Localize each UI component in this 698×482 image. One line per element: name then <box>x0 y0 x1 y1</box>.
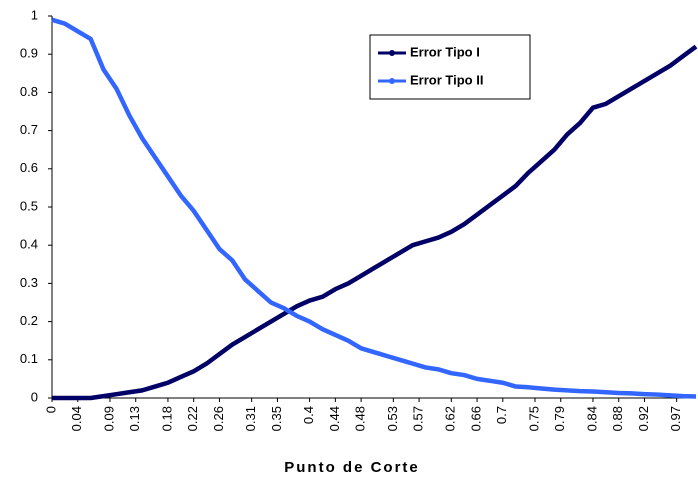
x-tick-label: 0.26 <box>211 406 226 431</box>
legend-label: Error Tipo I <box>410 44 480 59</box>
legend-label: Error Tipo II <box>410 72 483 87</box>
series-line <box>52 44 698 401</box>
x-tick-label: 0.04 <box>69 406 84 431</box>
y-tick-label: 0.3 <box>20 275 38 290</box>
x-tick-label: 0.66 <box>468 406 483 431</box>
x-tick-label: 0.4 <box>301 406 316 424</box>
y-tick-label: 0.4 <box>20 237 38 252</box>
y-tick-label: 0.6 <box>20 160 38 175</box>
x-tick-label: 0.97 <box>668 406 683 431</box>
x-tick-label: 0.53 <box>385 406 400 431</box>
x-tick-label: 0.44 <box>327 406 342 431</box>
x-tick-label: 0.79 <box>552 406 567 431</box>
y-tick-label: 0.5 <box>20 198 38 213</box>
x-tick-label: 0.84 <box>584 406 599 431</box>
legend-marker <box>389 78 395 84</box>
x-tick-label: 0.75 <box>526 406 541 431</box>
y-tick-label: 0.7 <box>20 122 38 137</box>
legend: Error Tipo I Error Tipo II <box>369 34 531 100</box>
x-tick-label: 0.22 <box>185 406 200 431</box>
y-tick-label: 0 <box>31 389 38 404</box>
legend-box <box>369 34 531 100</box>
x-tick-label: 0.31 <box>243 406 258 431</box>
y-tick-label: 1 <box>31 7 38 22</box>
x-tick-label: 0.09 <box>101 406 116 431</box>
x-tick-label: 0.57 <box>411 406 426 431</box>
x-tick-label: 0.7 <box>494 406 509 424</box>
x-tick-label: 0.62 <box>443 406 458 431</box>
y-tick-label: 0.9 <box>20 46 38 61</box>
x-tick-label: 0.13 <box>127 406 142 431</box>
x-tick-label: 0.48 <box>353 406 368 431</box>
legend-marker <box>389 50 395 56</box>
y-tick-label: 0.1 <box>20 351 38 366</box>
x-tick-label: 0.18 <box>159 406 174 431</box>
y-tick-label: 0.2 <box>20 313 38 328</box>
x-tick-label: 0.92 <box>636 406 651 431</box>
series-line <box>51 17 697 399</box>
x-tick-label: 0.35 <box>269 406 284 431</box>
x-tick-label: 0 <box>43 406 58 413</box>
x-tick-label: 0.88 <box>610 406 625 431</box>
y-tick-label: 0.8 <box>20 84 38 99</box>
x-axis-title: Punto de Corte <box>284 459 420 476</box>
